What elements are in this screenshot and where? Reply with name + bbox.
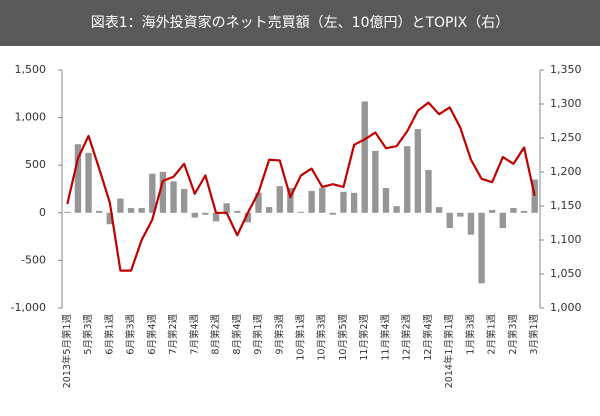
x-tick-label: 12月第4週 (422, 314, 434, 361)
bar (117, 198, 124, 213)
x-tick-label: 11月第4週 (379, 314, 391, 361)
x-tick-label: 7月第2週 (167, 314, 179, 355)
x-tick-label: 2013年5月第1週 (61, 314, 73, 389)
x-tick-label: 7月第4週 (188, 314, 200, 355)
y-tick-label: 1,000 (15, 111, 47, 124)
y2-tick-label: 1,000 (550, 301, 582, 314)
bar (510, 208, 517, 213)
bar (244, 212, 252, 223)
y-tick-label: 1,500 (15, 63, 47, 76)
x-tick-label: 6月第3週 (125, 314, 137, 355)
x-tick-label: 6月第1週 (103, 314, 115, 355)
y2-tick-label: 1,200 (550, 165, 582, 178)
bar (478, 212, 485, 284)
bar (457, 212, 464, 217)
x-tick-label: 11月第2週 (358, 314, 370, 361)
x-tick-label: 8月第4週 (231, 314, 243, 355)
x-tick-label: 6月第4週 (146, 314, 158, 355)
bar (74, 144, 82, 213)
y-tick-label: 0 (39, 206, 46, 219)
y2-tick-label: 1,150 (550, 199, 582, 212)
bar (138, 208, 145, 213)
bar (382, 188, 390, 213)
x-tick-label: 8月第2週 (210, 314, 222, 355)
x-tick-label: 10月第5週 (337, 314, 349, 361)
bar (170, 181, 177, 213)
bar (297, 211, 305, 213)
bar (531, 179, 538, 213)
bar (159, 171, 167, 213)
x-tick-label: 9月第3週 (273, 314, 285, 355)
bar (64, 211, 71, 213)
bar (350, 192, 358, 213)
bar (361, 101, 368, 213)
bar (414, 129, 422, 213)
x-tick-label: 3月第1週 (528, 314, 540, 355)
bar (425, 169, 432, 213)
x-tick-label: 5月第3週 (82, 314, 94, 355)
bar (234, 210, 241, 213)
chart-title: 図表1：海外投資家のネット売買額（左、10億円）とTOPIX（右） (91, 14, 509, 31)
bar (212, 212, 220, 222)
bar (308, 190, 315, 213)
bar (287, 188, 294, 213)
x-tick-label: 2月第3週 (507, 314, 519, 355)
bar (393, 206, 400, 213)
x-tick-label: 10月第1週 (295, 314, 307, 361)
bar (127, 208, 135, 213)
bar (319, 188, 326, 213)
bar (404, 146, 411, 213)
bar (489, 209, 496, 213)
bar (223, 203, 230, 213)
y2-tick-label: 1,350 (550, 63, 582, 76)
bar (372, 150, 379, 213)
y-tick-label: -1,000 (11, 301, 46, 314)
bar (435, 207, 443, 213)
bar (202, 212, 209, 215)
bar (106, 212, 113, 225)
bar (149, 173, 156, 213)
y-tick-label: 500 (25, 158, 46, 171)
bar (467, 212, 475, 235)
y2-tick-label: 1,050 (550, 267, 582, 280)
x-tick-label: 12月第2週 (401, 314, 413, 361)
bar (85, 152, 92, 213)
y2-tick-label: 1,100 (550, 233, 582, 246)
bar (265, 207, 273, 213)
bar (180, 189, 188, 213)
bar (499, 212, 507, 229)
x-tick-label: 2月第1週 (486, 314, 498, 355)
x-tick-label: 2014年1月第1週 (443, 314, 455, 389)
bar (329, 212, 337, 215)
y2-tick-label: 1,300 (550, 97, 582, 110)
bar (340, 191, 347, 213)
title-bar (0, 0, 600, 46)
x-tick-label: 9月第1週 (252, 314, 264, 355)
bar (191, 212, 198, 218)
bar (446, 212, 453, 229)
x-tick-label: 1月第3週 (464, 314, 476, 355)
bar (95, 210, 103, 213)
y2-tick-label: 1,250 (550, 131, 582, 144)
bar (276, 186, 283, 213)
x-tick-label: 10月第3週 (316, 314, 328, 361)
bar (520, 210, 528, 213)
bar (255, 192, 262, 213)
line (66, 101, 536, 272)
y-tick-label: -500 (21, 253, 46, 266)
